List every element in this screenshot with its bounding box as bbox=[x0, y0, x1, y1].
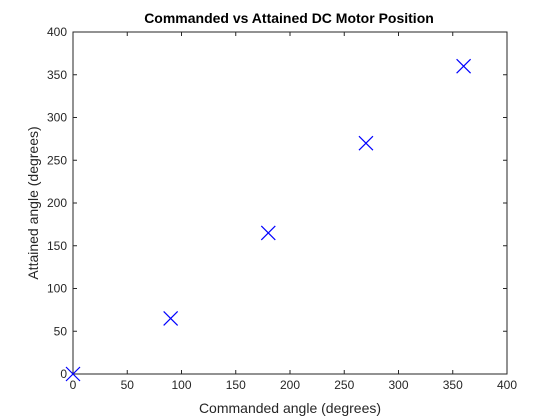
x-tick-label: 400 bbox=[497, 378, 517, 392]
x-tick-label: 200 bbox=[280, 378, 300, 392]
x-tick-label: 100 bbox=[171, 378, 191, 392]
y-tick-label: 300 bbox=[47, 111, 67, 125]
y-tick-label: 150 bbox=[47, 239, 67, 253]
y-tick-label: 50 bbox=[54, 324, 68, 338]
data-point-x-marker bbox=[456, 58, 472, 74]
data-series bbox=[65, 58, 472, 382]
data-point-x-marker bbox=[163, 311, 179, 326]
chart-title: Commanded vs Attained DC Motor Position bbox=[144, 10, 434, 26]
x-tick-label: 150 bbox=[226, 378, 246, 392]
data-point-x-marker bbox=[260, 225, 276, 241]
y-tick-label: 100 bbox=[47, 282, 67, 296]
x-axis-label: Commanded angle (degrees) bbox=[199, 400, 381, 416]
marker-stroke bbox=[456, 58, 472, 74]
y-tick-label: 250 bbox=[47, 153, 67, 167]
marker-stroke bbox=[65, 366, 81, 382]
data-point-x-marker bbox=[65, 366, 81, 382]
marker-stroke bbox=[260, 225, 276, 241]
x-tick-label: 350 bbox=[443, 378, 463, 392]
y-tick-label: 200 bbox=[47, 196, 67, 210]
marker-stroke bbox=[358, 135, 374, 151]
y-tick-label: 400 bbox=[47, 25, 67, 39]
x-tick-label: 50 bbox=[121, 378, 135, 392]
marker-stroke bbox=[163, 311, 179, 326]
y-tick-label: 0 bbox=[60, 367, 67, 381]
x-tick-label: 0 bbox=[70, 378, 77, 392]
x-tick-label: 250 bbox=[334, 378, 354, 392]
y-axis: 0 50 100 150 200 250 300 350 400 bbox=[47, 25, 507, 381]
data-point-x-marker bbox=[358, 135, 374, 151]
y-tick-label: 350 bbox=[47, 68, 67, 82]
x-tick-label: 300 bbox=[388, 378, 408, 392]
y-axis-label: Attained angle (degrees) bbox=[25, 126, 41, 279]
x-axis: 0 50 100 150 200 250 300 350 400 bbox=[70, 32, 517, 392]
